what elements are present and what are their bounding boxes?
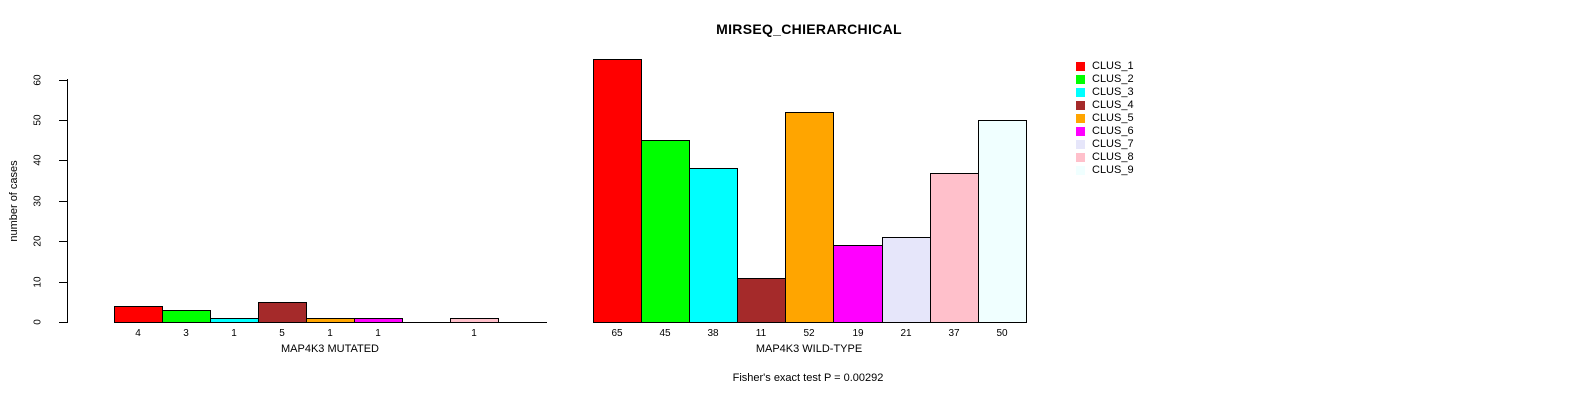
bar-clus_4 — [737, 278, 786, 323]
legend-item: CLUS_6 — [1076, 125, 1134, 138]
y-tick — [59, 282, 67, 283]
legend-item: CLUS_8 — [1076, 151, 1134, 164]
bar-value-label: 65 — [611, 328, 623, 339]
bar-value-label: 1 — [327, 328, 333, 339]
bar-value-label: 3 — [183, 328, 189, 339]
legend-item: CLUS_2 — [1076, 73, 1134, 86]
legend-label: CLUS_8 — [1092, 151, 1134, 163]
legend-label: CLUS_5 — [1092, 112, 1134, 124]
legend-label: CLUS_6 — [1092, 125, 1134, 137]
x-axis-label: MAP4K3 WILD-TYPE — [755, 343, 863, 355]
bar-value-label: 45 — [659, 328, 671, 339]
legend-swatch — [1076, 140, 1085, 149]
bar-value-label: 38 — [707, 328, 719, 339]
legend-item: CLUS_7 — [1076, 138, 1134, 151]
bar-value-label: 21 — [900, 328, 912, 339]
y-tick-label: 50 — [32, 114, 44, 126]
legend-item: CLUS_5 — [1076, 112, 1134, 125]
legend-swatch — [1076, 88, 1085, 97]
x-axis-label: MAP4K3 MUTATED — [281, 343, 379, 355]
legend-item: CLUS_1 — [1076, 60, 1134, 73]
y-tick — [59, 201, 67, 202]
y-tick — [59, 322, 67, 323]
legend-label: CLUS_1 — [1092, 60, 1134, 72]
bar-clus_6 — [833, 245, 883, 323]
legend: CLUS_1 CLUS_2 CLUS_3 CLUS_4 CLUS_5 CLUS_6 CLUS… — [1076, 60, 1134, 177]
bar-clus_2 — [641, 140, 690, 323]
y-axis-line — [67, 79, 68, 323]
bar-value-label: 19 — [852, 328, 864, 339]
legend-item: CLUS_9 — [1076, 164, 1134, 177]
fisher-test-annotation: Fisher's exact test P = 0.00292 — [732, 372, 884, 384]
bar-value-label: 50 — [996, 328, 1008, 339]
bar-clus_9 — [978, 120, 1027, 323]
bar-clus_8 — [930, 173, 979, 323]
x-axis-line — [114, 322, 547, 323]
chart-title: MIRSEQ_CHIERARCHICAL — [716, 21, 902, 37]
legend-swatch — [1076, 127, 1085, 136]
y-tick-label: 40 — [32, 154, 44, 166]
legend-label: CLUS_4 — [1092, 99, 1134, 111]
legend-item: CLUS_3 — [1076, 86, 1134, 99]
legend-swatch — [1076, 153, 1085, 162]
legend-swatch — [1076, 101, 1085, 110]
y-tick-label: 0 — [32, 319, 44, 325]
bar-value-label: 1 — [375, 328, 381, 339]
y-tick-label: 30 — [32, 195, 44, 207]
bar-clus_1 — [593, 59, 642, 323]
legend-swatch — [1076, 75, 1085, 84]
bar-value-label: 5 — [279, 328, 285, 339]
y-tick-label: 60 — [32, 74, 44, 86]
legend-swatch — [1076, 114, 1085, 123]
bar-value-label: 1 — [231, 328, 237, 339]
bar-clus_7 — [882, 237, 931, 323]
bar-clus_4 — [258, 302, 307, 323]
bar-value-label: 52 — [803, 328, 815, 339]
legend-swatch — [1076, 166, 1085, 175]
bar-clus_3 — [689, 168, 738, 323]
y-axis-label: number of cases — [8, 160, 20, 242]
y-tick-label: 20 — [32, 235, 44, 247]
legend-item: CLUS_4 — [1076, 99, 1134, 112]
legend-label: CLUS_3 — [1092, 86, 1134, 98]
bar-clus_1 — [114, 306, 163, 323]
y-tick — [59, 120, 67, 121]
legend-swatch — [1076, 62, 1085, 71]
bar-value-label: 11 — [755, 328, 767, 339]
bar-value-label: 4 — [135, 328, 141, 339]
y-tick — [59, 160, 67, 161]
bar-value-label: 37 — [948, 328, 960, 339]
legend-label: CLUS_2 — [1092, 73, 1134, 85]
bar-value-label: 1 — [471, 328, 477, 339]
legend-label: CLUS_9 — [1092, 164, 1134, 176]
y-tick — [59, 241, 67, 242]
bar-clus_5 — [785, 112, 834, 323]
y-tick-label: 10 — [32, 276, 44, 288]
legend-label: CLUS_7 — [1092, 138, 1134, 150]
y-tick — [59, 80, 67, 81]
x-axis-line — [593, 322, 1027, 323]
